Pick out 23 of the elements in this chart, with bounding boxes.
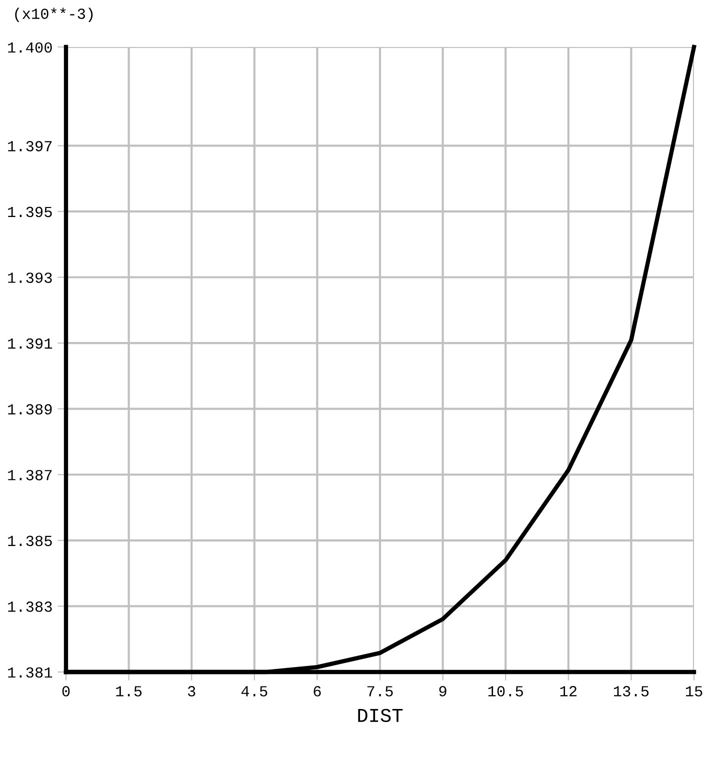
x-tick-label: 15	[686, 686, 702, 696]
x-tick-label: 7.5	[367, 686, 393, 696]
x-tick-label: 1.5	[116, 686, 142, 696]
x-tick-label: 6	[314, 686, 321, 696]
y-tick-label: 1.389	[8, 404, 52, 415]
y-axis-title: (x10**-3)	[15, 8, 93, 22]
y-tick-label: 1.385	[8, 536, 52, 546]
y-tick-label: 1.391	[8, 338, 52, 349]
x-tick-label: 13.5	[614, 686, 649, 696]
y-tick-label: 1.397	[8, 141, 52, 152]
x-tick-label: 12	[560, 686, 576, 696]
x-tick-label: 0	[62, 686, 70, 696]
x-tick-label: 10.5	[488, 686, 523, 696]
x-axis-title: DIST	[358, 708, 403, 722]
y-tick-label: 1.395	[8, 206, 52, 218]
y-tick-label: 1.393	[8, 272, 52, 283]
y-tick-label: 1.381	[8, 667, 52, 678]
x-tick-label: 4.5	[241, 686, 268, 696]
y-tick-label: 1.383	[8, 602, 52, 612]
x-tick-label: 3	[188, 686, 196, 696]
y-tick-label: 1.387	[8, 470, 52, 480]
x-tick-label: 9	[439, 686, 446, 696]
y-tick-label: 1.400	[8, 42, 52, 53]
